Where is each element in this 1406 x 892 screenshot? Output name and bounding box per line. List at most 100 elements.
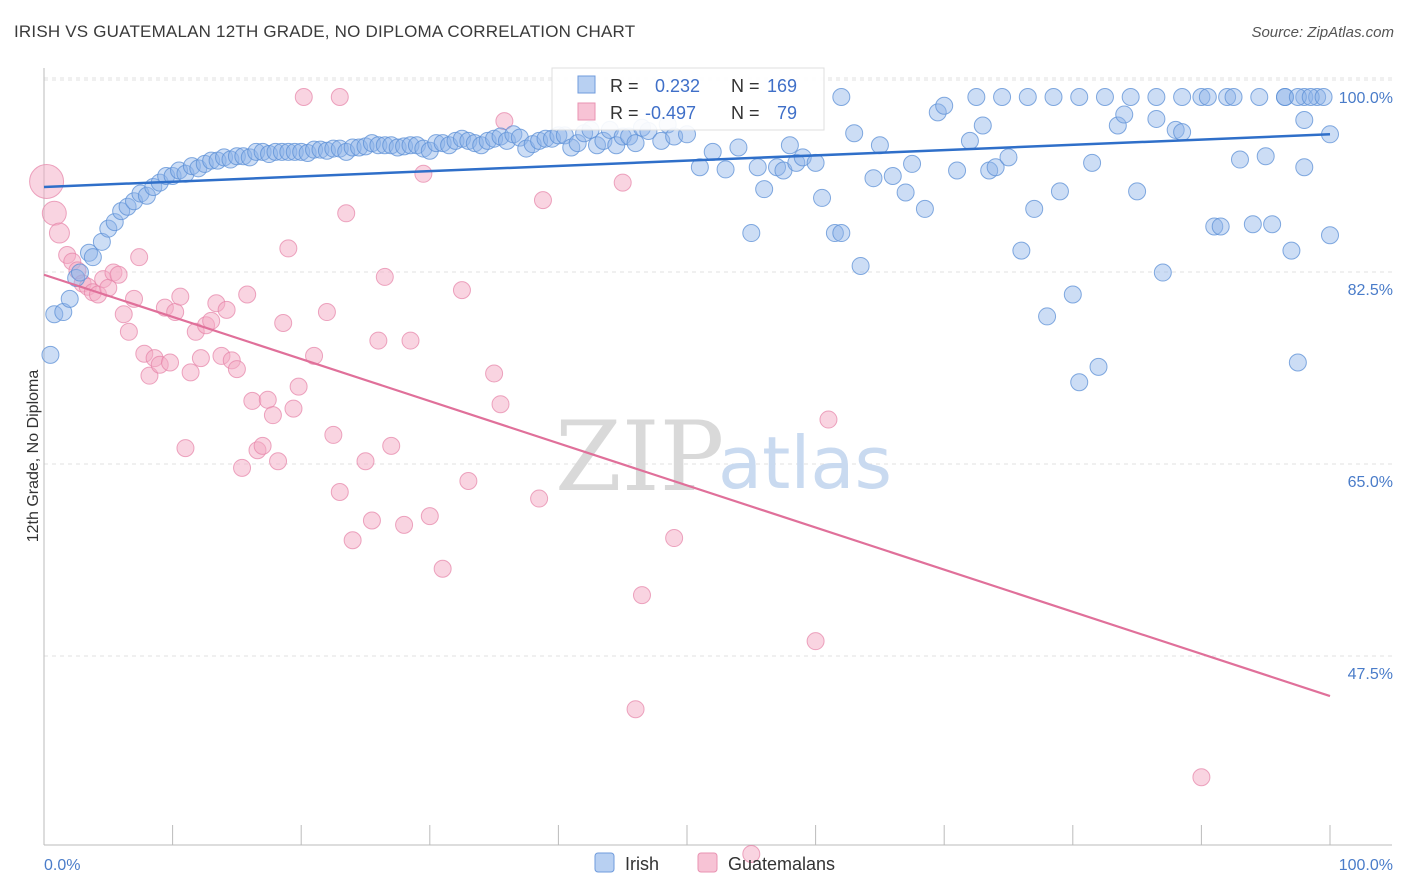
irish-point: [137, 186, 156, 205]
guatemalan-point: [119, 322, 138, 341]
irish-point: [1070, 373, 1089, 392]
irish-point: [999, 148, 1018, 167]
guatemalan-point: [324, 425, 343, 444]
guatemalan-point: [317, 303, 336, 322]
irish-point: [45, 305, 64, 324]
legend-irish-r-label: R =: [610, 76, 639, 96]
irish-point: [105, 213, 124, 232]
irish-point: [1147, 88, 1166, 106]
irish-point: [1230, 150, 1249, 169]
guatemalan-point: [171, 287, 190, 306]
guatemalan-point: [279, 239, 298, 258]
series-legend: Irish Guatemalans: [594, 852, 835, 874]
guatemalan-point: [433, 559, 452, 578]
bottom-legend-guatemalan-swatch: [697, 852, 718, 873]
y-tick-label: 47.5%: [1348, 666, 1393, 683]
irish-point: [967, 88, 986, 106]
irish-point: [279, 142, 298, 161]
guatemalan-point: [533, 191, 552, 210]
guatemalan-point: [452, 281, 471, 300]
irish-point: [305, 140, 324, 159]
guatemalan-point: [337, 204, 356, 223]
irish-point: [690, 158, 709, 177]
irish-point: [832, 224, 851, 243]
guatemalan-point: [613, 173, 632, 192]
irish-point: [993, 88, 1012, 106]
guatemalan-point: [140, 366, 159, 385]
irish-point: [1205, 217, 1224, 236]
guatemalan-point: [263, 406, 282, 425]
guatemalan-point: [742, 845, 761, 864]
irish-point: [780, 136, 799, 155]
tick-labels: 47.5% 65.0% 82.5% 100.0% 0.0% 100.0%: [44, 90, 1393, 874]
guatemalan-point: [491, 395, 510, 414]
irish-point: [54, 303, 73, 322]
irish-point: [1089, 357, 1108, 376]
guatemalan-point: [109, 265, 128, 284]
irish-point: [1250, 88, 1269, 106]
irish-point: [71, 263, 90, 282]
y-tick-label: 82.5%: [1348, 282, 1393, 299]
irish-point: [1095, 88, 1114, 106]
irish-point: [1063, 285, 1082, 304]
irish-points: [41, 88, 1339, 392]
irish-point: [1128, 182, 1147, 201]
irish-point: [1153, 263, 1172, 282]
irish-point: [870, 136, 889, 155]
irish-point: [568, 134, 587, 153]
irish-point: [928, 103, 947, 122]
guatemalan-point: [305, 346, 324, 365]
irish-point: [903, 154, 922, 173]
legend-irish-swatch: [577, 75, 596, 94]
guatemalan-point: [217, 300, 236, 319]
watermark-zip: ZIP: [555, 401, 724, 513]
irish-point: [215, 148, 234, 167]
irish-point: [369, 136, 388, 155]
irish-point: [729, 138, 748, 157]
irish-point: [1224, 88, 1243, 106]
guatemalan-point: [375, 267, 394, 286]
guatemalan-point: [181, 363, 200, 382]
irish-point: [813, 188, 832, 207]
guatemalan-point: [401, 331, 420, 350]
irish-point: [716, 160, 735, 179]
irish-point: [1173, 88, 1192, 106]
legend-guatemalan-swatch: [577, 102, 596, 121]
irish-point: [832, 88, 851, 106]
guatemalan-point: [227, 360, 246, 379]
irish-point: [755, 180, 774, 199]
bottom-legend-guatemalan-label: Guatemalans: [728, 854, 835, 874]
irish-point: [883, 166, 902, 185]
irish-point: [1147, 109, 1166, 128]
irish-point: [626, 134, 645, 153]
irish-point: [1166, 120, 1185, 139]
irish-point: [92, 232, 111, 251]
correlation-legend: R = 0.232 N = 169 R = -0.497 N = 79: [551, 67, 825, 131]
irish-point: [253, 142, 272, 161]
irish-point: [845, 124, 864, 143]
chart-source: Source: ZipAtlas.com: [1251, 24, 1394, 41]
irish-point: [864, 169, 883, 188]
legend-irish-n-value: 169: [767, 76, 797, 96]
guatemalan-point: [284, 399, 303, 418]
irish-point: [1211, 217, 1230, 236]
irish-point: [99, 219, 118, 238]
legend-irish-n-label: N =: [731, 76, 760, 96]
bottom-legend-irish-label: Irish: [625, 854, 659, 874]
legend-guatemalan-r-value: -0.497: [645, 103, 696, 123]
guatemalan-point: [130, 248, 149, 267]
irish-point: [986, 158, 1005, 177]
guatemalan-point: [395, 515, 414, 534]
irish-point: [382, 136, 401, 155]
guatemalan-point: [626, 700, 645, 719]
guatemalan-point: [258, 390, 277, 409]
guatemalan-point: [414, 164, 433, 183]
irish-point: [1070, 88, 1089, 106]
irish-point: [60, 289, 79, 308]
irish-point: [1295, 111, 1314, 130]
guatemalan-point: [1192, 768, 1211, 787]
guatemalan-point: [176, 439, 195, 458]
irish-point: [311, 140, 330, 159]
guatemalan-point: [459, 472, 478, 490]
guatemalan-point: [191, 349, 210, 368]
